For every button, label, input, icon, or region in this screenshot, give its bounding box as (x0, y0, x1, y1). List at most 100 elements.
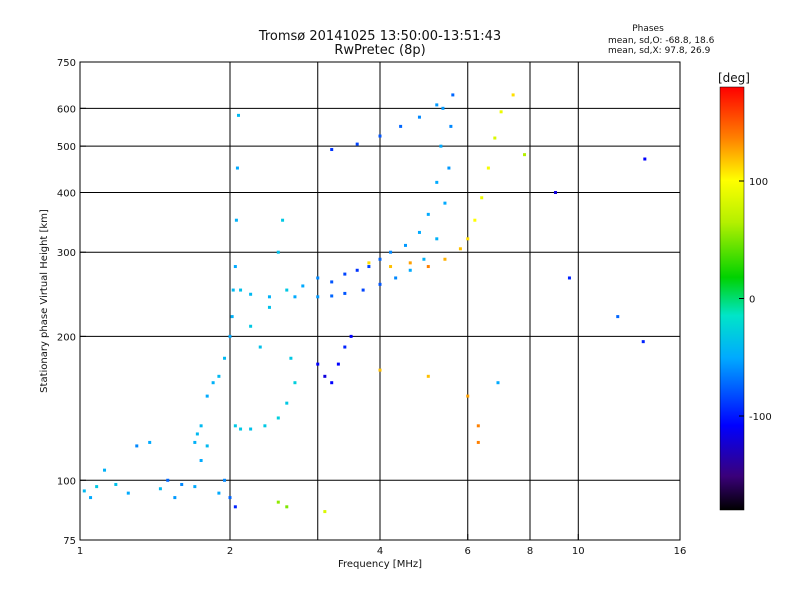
x-tick-label: 2 (227, 546, 233, 557)
data-point (567, 276, 571, 280)
data-point (228, 334, 232, 338)
data-point (316, 295, 320, 299)
data-point (523, 153, 527, 157)
data-point (211, 381, 215, 385)
data-point (378, 282, 382, 286)
data-point (330, 294, 334, 298)
data-point (158, 487, 162, 491)
data-point (173, 496, 177, 500)
data-point (343, 291, 347, 295)
colorbar-ticks: 100 0 -100 (739, 177, 772, 423)
y-axis-label: Stationary phase Virtual Height [km] (39, 209, 50, 393)
data-point (195, 432, 199, 436)
data-point (239, 427, 243, 431)
data-point (426, 265, 430, 269)
data-point (205, 444, 209, 448)
data-point (466, 394, 470, 398)
data-point (408, 268, 412, 272)
data-point (301, 284, 305, 288)
data-point (367, 265, 371, 269)
stats-line-x: mean, sd,X: 97.8, 26.9 (608, 46, 711, 56)
data-point (435, 180, 439, 184)
data-point (233, 505, 237, 509)
colorbar-tick-label: -100 (749, 412, 772, 423)
data-point (426, 212, 430, 216)
data-point (641, 340, 645, 344)
x-tick-label: 8 (527, 546, 533, 557)
data-point (330, 381, 334, 385)
data-point (378, 134, 382, 138)
chart-title: Tromsø 20141025 13:50:00-13:51:43 (258, 29, 501, 44)
data-point (417, 115, 421, 119)
data-point (199, 458, 203, 462)
data-point (263, 424, 267, 428)
data-point (239, 288, 243, 292)
data-point (616, 315, 620, 319)
stats-heading: Phases (632, 24, 664, 34)
data-point (480, 196, 484, 200)
data-point (443, 257, 447, 261)
data-point (276, 416, 280, 420)
data-point (451, 93, 455, 97)
data-point (223, 356, 227, 360)
data-point (233, 265, 237, 269)
data-point (166, 478, 170, 482)
data-point (95, 485, 99, 489)
data-point (126, 491, 130, 495)
data-point (103, 468, 107, 472)
data-point (233, 424, 237, 428)
data-point (199, 424, 203, 428)
data-point (343, 272, 347, 276)
data-point (249, 292, 253, 296)
data-point (476, 440, 480, 444)
data-point (439, 144, 443, 148)
data-point (378, 257, 382, 261)
data-point (486, 166, 490, 170)
data-point (281, 218, 285, 222)
data-point (230, 315, 234, 319)
data-point (449, 124, 453, 128)
data-point (367, 261, 371, 265)
data-point (217, 491, 221, 495)
y-axis-ticks: 75 100 200 300 400 500 600 750 (57, 58, 86, 547)
data-point (408, 261, 412, 265)
data-point (499, 110, 503, 114)
y-tick-label: 400 (57, 188, 76, 199)
colorbar-tick-label: 100 (749, 177, 768, 188)
data-point (643, 157, 647, 161)
data-point (435, 103, 439, 107)
data-point (267, 295, 271, 299)
x-tick-label: 10 (572, 546, 585, 557)
data-point (223, 478, 227, 482)
data-point (236, 113, 240, 117)
scatter-points (82, 93, 647, 514)
data-point (417, 230, 421, 234)
data-point (276, 250, 280, 254)
data-point (389, 250, 393, 254)
data-point (148, 440, 152, 444)
data-point (378, 368, 382, 372)
grid-lines (80, 62, 680, 540)
data-point (458, 247, 462, 251)
x-tick-label: 6 (465, 546, 471, 557)
data-point (82, 489, 86, 493)
data-point (330, 280, 334, 284)
data-point (399, 124, 403, 128)
data-point (267, 305, 271, 309)
data-point (336, 362, 340, 366)
data-point (323, 374, 327, 378)
data-point (553, 190, 557, 194)
data-point (249, 427, 253, 431)
x-axis-ticks: 1 2 4 6 8 10 16 (77, 534, 686, 557)
data-point (205, 394, 209, 398)
stats-line-o: mean, sd,O: -68.8, 18.6 (608, 36, 715, 46)
y-tick-label: 750 (57, 58, 76, 69)
y-tick-label: 200 (57, 332, 76, 343)
data-point (443, 201, 447, 205)
data-point (289, 356, 293, 360)
data-point (193, 440, 197, 444)
data-point (389, 265, 393, 269)
colorbar-unit-label: [deg] (718, 71, 750, 85)
data-point (234, 218, 238, 222)
